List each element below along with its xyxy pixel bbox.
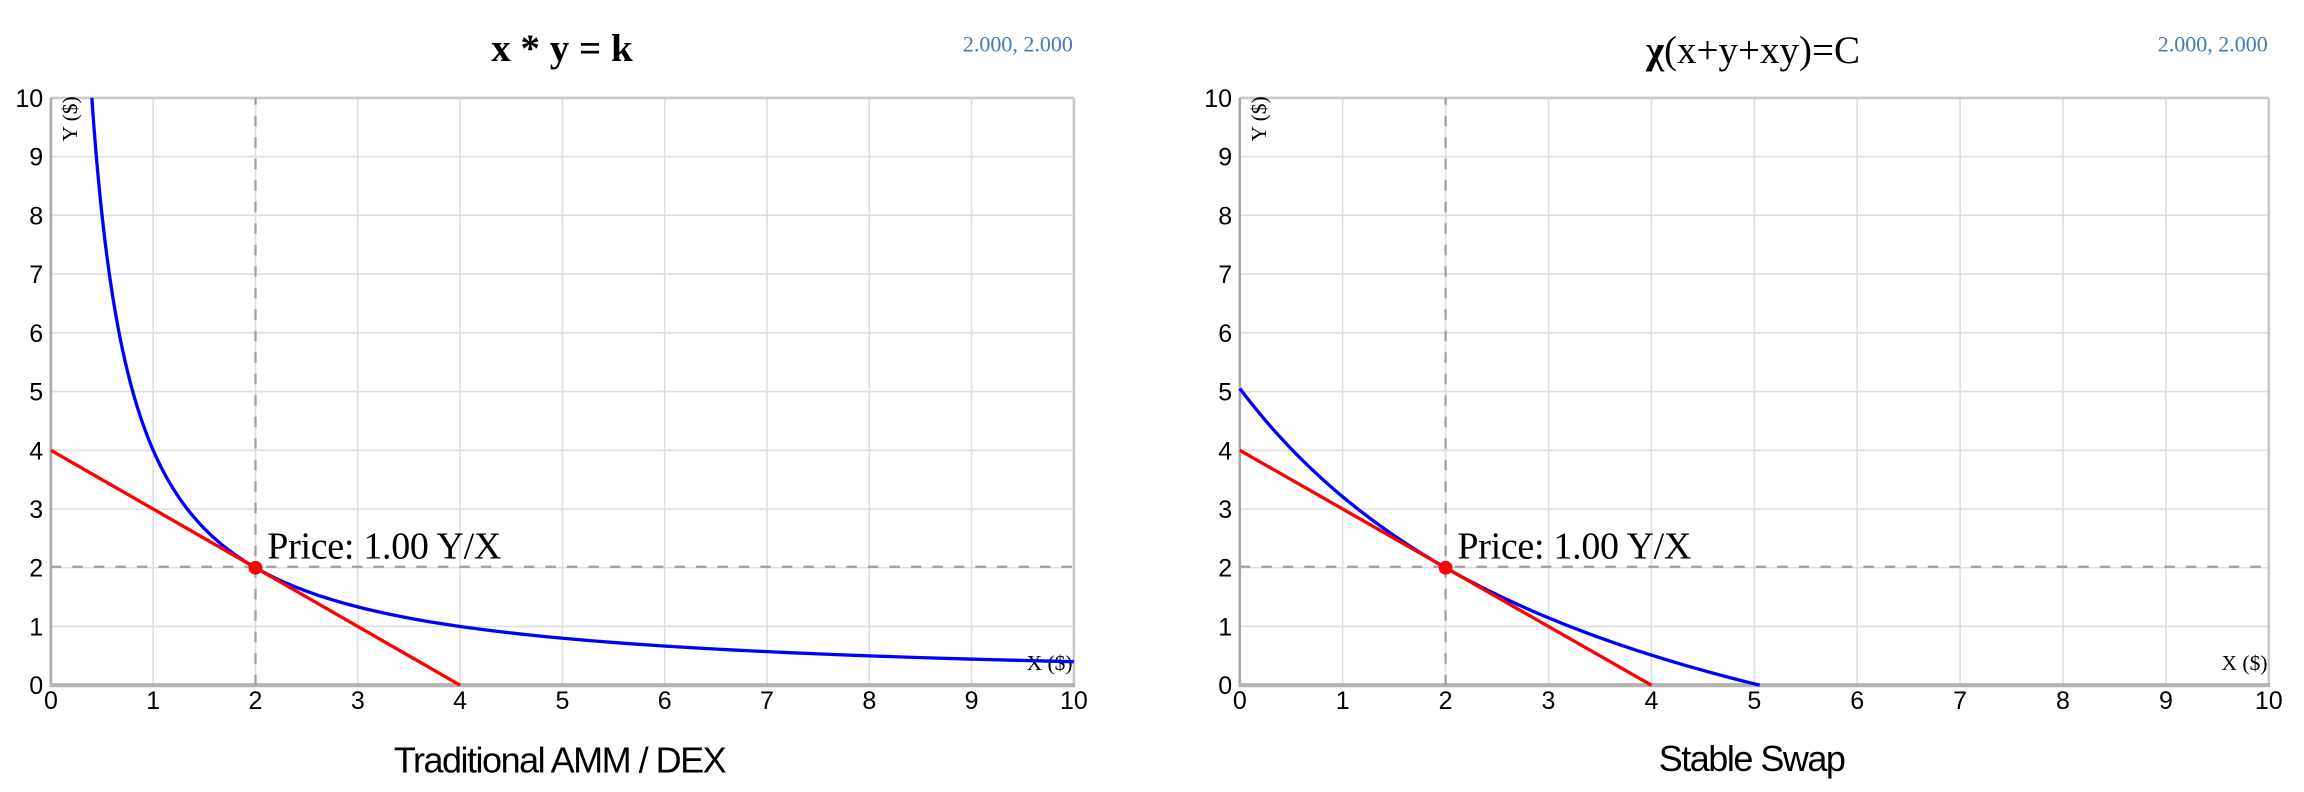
svg-text:Y ($): Y ($) bbox=[1247, 96, 1271, 141]
svg-text:Price: 1.00 Y/X: Price: 1.00 Y/X bbox=[267, 526, 501, 568]
svg-text:5: 5 bbox=[1747, 687, 1761, 715]
svg-text:2.000, 2.000: 2.000, 2.000 bbox=[2158, 32, 2268, 57]
svg-text:6: 6 bbox=[1218, 320, 1232, 348]
svg-text:8: 8 bbox=[862, 687, 876, 715]
svg-text:5: 5 bbox=[29, 379, 43, 407]
svg-text:2: 2 bbox=[1218, 555, 1232, 583]
svg-text:7: 7 bbox=[1218, 261, 1232, 289]
svg-text:6: 6 bbox=[658, 687, 672, 715]
svg-text:6: 6 bbox=[1850, 687, 1864, 715]
svg-text:x * y = k: x * y = k bbox=[491, 27, 633, 70]
svg-text:1: 1 bbox=[146, 687, 160, 715]
svg-text:10: 10 bbox=[1204, 85, 1232, 113]
svg-text:χ(x+y+xy)=C: χ(x+y+xy)=C bbox=[1645, 29, 1860, 72]
svg-text:3: 3 bbox=[1542, 687, 1556, 715]
svg-text:9: 9 bbox=[2159, 687, 2173, 715]
svg-text:10: 10 bbox=[15, 85, 43, 113]
svg-text:3: 3 bbox=[351, 687, 365, 715]
svg-text:9: 9 bbox=[29, 144, 43, 172]
svg-text:3: 3 bbox=[29, 496, 43, 524]
svg-text:4: 4 bbox=[29, 437, 43, 465]
svg-text:2: 2 bbox=[1439, 687, 1453, 715]
svg-text:6: 6 bbox=[29, 320, 43, 348]
svg-text:4: 4 bbox=[1218, 437, 1232, 465]
svg-text:Y ($): Y ($) bbox=[58, 96, 82, 141]
svg-text:1: 1 bbox=[29, 613, 43, 641]
svg-text:2: 2 bbox=[29, 555, 43, 583]
svg-text:10: 10 bbox=[1060, 687, 1088, 715]
svg-text:5: 5 bbox=[1218, 379, 1232, 407]
svg-text:2: 2 bbox=[249, 687, 263, 715]
svg-text:Stable Swap: Stable Swap bbox=[1659, 738, 1845, 779]
svg-text:4: 4 bbox=[1644, 687, 1658, 715]
svg-text:Traditional AMM / DEX: Traditional AMM / DEX bbox=[394, 740, 727, 781]
svg-text:7: 7 bbox=[29, 261, 43, 289]
svg-text:5: 5 bbox=[555, 687, 569, 715]
svg-text:0: 0 bbox=[1233, 687, 1247, 715]
svg-text:0: 0 bbox=[29, 672, 43, 700]
svg-text:8: 8 bbox=[2056, 687, 2070, 715]
svg-text:3: 3 bbox=[1218, 496, 1232, 524]
svg-text:2.000, 2.000: 2.000, 2.000 bbox=[963, 32, 1073, 57]
svg-text:10: 10 bbox=[2255, 687, 2283, 715]
svg-text:7: 7 bbox=[760, 687, 774, 715]
svg-text:9: 9 bbox=[1218, 144, 1232, 172]
svg-text:1: 1 bbox=[1336, 687, 1350, 715]
svg-text:9: 9 bbox=[965, 687, 979, 715]
svg-text:Price: 1.00 Y/X: Price: 1.00 Y/X bbox=[1457, 526, 1691, 568]
svg-text:0: 0 bbox=[1218, 672, 1232, 700]
svg-text:7: 7 bbox=[1953, 687, 1967, 715]
svg-text:8: 8 bbox=[1218, 202, 1232, 230]
svg-text:1: 1 bbox=[1218, 613, 1232, 641]
svg-text:4: 4 bbox=[453, 687, 467, 715]
svg-text:X ($): X ($) bbox=[2222, 651, 2268, 675]
svg-text:0: 0 bbox=[44, 687, 58, 715]
svg-text:8: 8 bbox=[29, 202, 43, 230]
